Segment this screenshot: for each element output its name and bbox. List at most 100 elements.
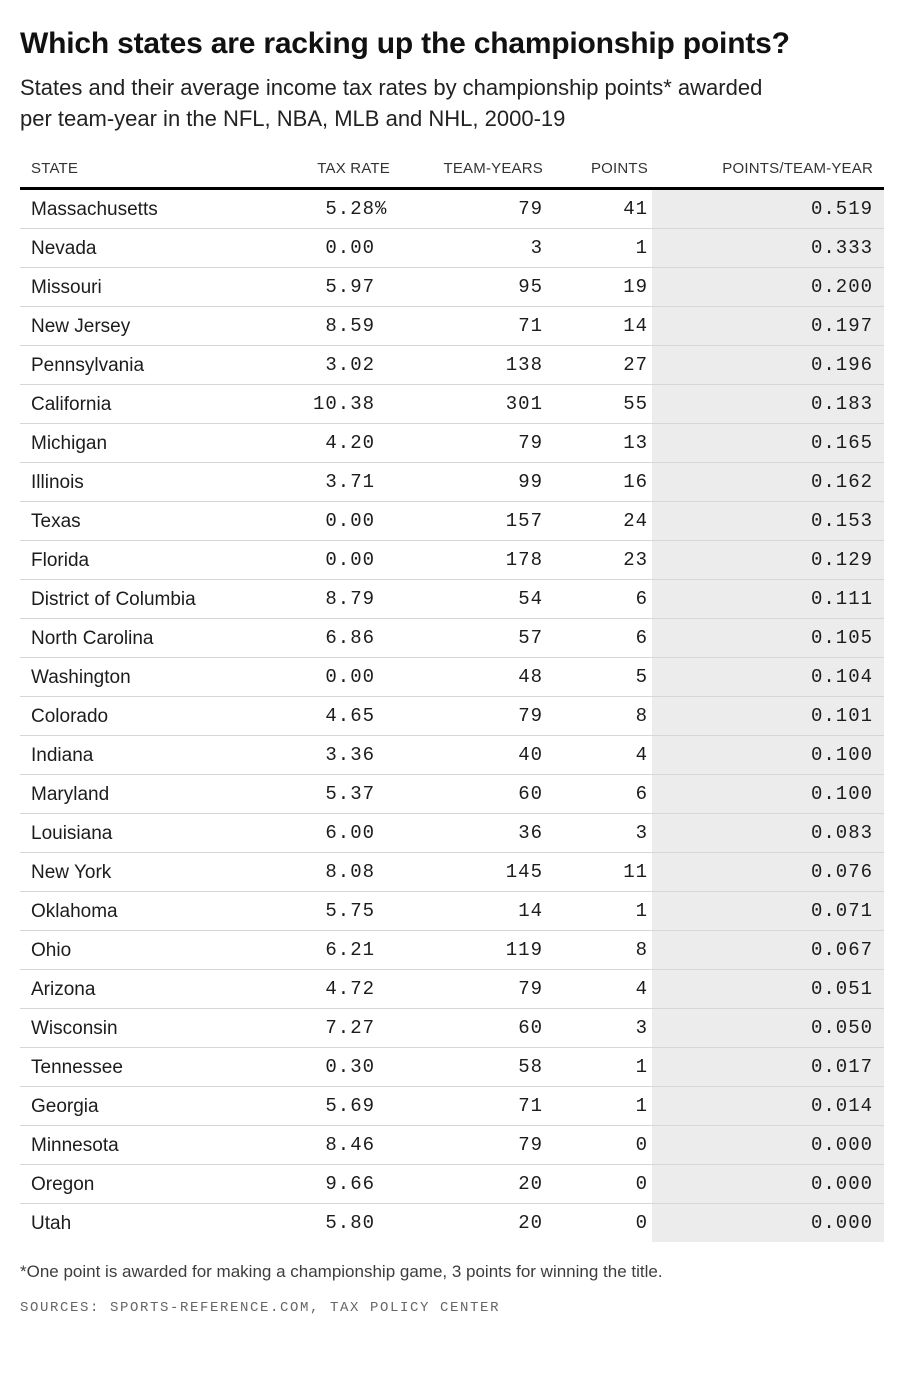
tax-rate-cell: 6.00 — [290, 813, 390, 853]
team-years-cell: 58 — [390, 1047, 543, 1087]
tax-rate-value: 5.69 — [325, 1095, 375, 1117]
team-years-cell: 71 — [390, 1086, 543, 1126]
state-cell: Ohio — [20, 930, 290, 970]
points-cell: 1 — [543, 891, 652, 931]
team-years-cell: 138 — [390, 345, 543, 385]
tax-rate-cell: 0.00 — [290, 228, 390, 268]
points-per-team-year-cell: 0.000 — [652, 1164, 884, 1204]
tax-rate-value: 0.00 — [325, 549, 375, 571]
points-per-team-year-cell: 0.333 — [652, 228, 884, 268]
tax-rate-value: 3.36 — [325, 744, 375, 766]
points-cell: 11 — [543, 852, 652, 892]
team-years-cell: 54 — [390, 579, 543, 619]
table-row: Missouri 5.97 95 19 0.200 — [20, 267, 884, 307]
tax-rate-value: 0.00 — [325, 237, 375, 259]
state-cell: District of Columbia — [20, 579, 290, 619]
state-cell: Maryland — [20, 774, 290, 814]
tax-rate-value: 9.66 — [325, 1173, 375, 1195]
state-cell: Florida — [20, 540, 290, 580]
points-cell: 6 — [543, 579, 652, 619]
state-cell: Indiana — [20, 735, 290, 775]
table-row: Massachusetts 5.28% 79 41 0.519 — [20, 188, 884, 229]
state-cell: Massachusetts — [31, 199, 158, 220]
points-cell: 1 — [543, 228, 652, 268]
team-years-cell: 20 — [390, 1203, 543, 1242]
tax-rate-value: 5.37 — [325, 783, 375, 805]
points-cell: 8 — [543, 930, 652, 970]
points-cell: 4 — [543, 969, 652, 1009]
page-title: Which states are racking up the champion… — [20, 27, 790, 60]
points-per-team-year-cell: 0.111 — [652, 579, 884, 619]
table-row: Ohio 6.21 119 8 0.067 — [20, 930, 884, 970]
table-body: Massachusetts 5.28% 79 41 0.519 Nevada 0… — [20, 188, 884, 1242]
table-row: Illinois 3.71 99 16 0.162 — [20, 462, 884, 502]
state-cell: Michigan — [20, 423, 290, 463]
tax-rate-value: 6.21 — [325, 939, 375, 961]
table-graphic: Which states are racking up the champion… — [0, 22, 916, 1316]
points-cell: 6 — [543, 618, 652, 658]
tax-rate-cell: 0.00 — [290, 501, 390, 541]
tax-rate-value: 0.30 — [325, 1056, 375, 1078]
col-header-team-years: TEAM-YEARS — [390, 160, 543, 190]
tax-rate-cell: 6.21 — [290, 930, 390, 970]
tax-rate-cell: 3.71 — [290, 462, 390, 502]
tax-rate-cell: 0.30 — [290, 1047, 390, 1087]
state-cell: Georgia — [20, 1086, 290, 1126]
tax-rate-cell: 3.36 — [290, 735, 390, 775]
tax-rate-value: 8.46 — [325, 1134, 375, 1156]
percent-unit: % — [375, 198, 387, 220]
tax-rate-cell: 3.02 — [290, 345, 390, 385]
points-per-team-year-cell: 0.067 — [652, 930, 884, 970]
points-cell: 23 — [543, 540, 652, 580]
table-row: Maryland 5.37 60 6 0.100 — [20, 774, 884, 814]
table-row: Oregon 9.66 20 0 0.000 — [20, 1164, 884, 1204]
state-cell: Arizona — [20, 969, 290, 1009]
tax-rate-value: 6.86 — [325, 627, 375, 649]
team-years-cell: 36 — [390, 813, 543, 853]
points-cell: 41 — [623, 198, 648, 220]
col-header-tax-rate: TAX RATE — [290, 160, 390, 190]
team-years-cell: 40 — [390, 735, 543, 775]
team-years-cell: 95 — [390, 267, 543, 307]
tax-rate-cell: 5.80 — [290, 1203, 390, 1242]
points-per-team-year-cell: 0.076 — [652, 852, 884, 892]
points-per-team-year-cell: 0.105 — [652, 618, 884, 658]
table-row: Utah 5.80 20 0 0.000 — [20, 1203, 884, 1242]
table-row: New Jersey 8.59 71 14 0.197 — [20, 306, 884, 346]
tax-rate-cell: 4.72 — [290, 969, 390, 1009]
table-row: Florida 0.00 178 23 0.129 — [20, 540, 884, 580]
tax-rate-value: 3.71 — [325, 471, 375, 493]
points-per-team-year-cell: 0.196 — [652, 345, 884, 385]
table-row: Wisconsin 7.27 60 3 0.050 — [20, 1008, 884, 1048]
points-cell: 0 — [543, 1164, 652, 1204]
tax-rate-cell: 5.37 — [290, 774, 390, 814]
tax-rate-value: 3.02 — [325, 354, 375, 376]
table-row: Washington 0.00 48 5 0.104 — [20, 657, 884, 697]
tax-rate-cell: 8.59 — [290, 306, 390, 346]
state-cell: Minnesota — [20, 1125, 290, 1165]
points-cell: 4 — [543, 735, 652, 775]
points-cell: 3 — [543, 813, 652, 853]
tax-rate-value: 5.80 — [325, 1212, 375, 1234]
tax-rate-value: 5.75 — [325, 900, 375, 922]
state-cell: Nevada — [20, 228, 290, 268]
team-years-cell: 71 — [390, 306, 543, 346]
points-per-team-year-cell: 0.162 — [652, 462, 884, 502]
tax-rate-cell: 8.08 — [290, 852, 390, 892]
tax-rate-cell: 5.69 — [290, 1086, 390, 1126]
tax-rate-cell: 10.38 — [290, 384, 390, 424]
state-cell: Washington — [20, 657, 290, 697]
points-cell: 0 — [543, 1203, 652, 1242]
tax-rate-cell: 8.46 — [290, 1125, 390, 1165]
state-cell: California — [20, 384, 290, 424]
team-years-cell: 145 — [390, 852, 543, 892]
table-row: District of Columbia 8.79 54 6 0.111 — [20, 579, 884, 619]
team-years-cell: 119 — [390, 930, 543, 970]
footnote: *One point is awarded for making a champ… — [20, 1262, 663, 1281]
state-cell: Wisconsin — [20, 1008, 290, 1048]
table-row: Arizona 4.72 79 4 0.051 — [20, 969, 884, 1009]
points-per-team-year-cell: 0.017 — [652, 1047, 884, 1087]
state-cell: Louisiana — [20, 813, 290, 853]
points-per-team-year-cell: 0.183 — [652, 384, 884, 424]
tax-rate-value: 8.79 — [325, 588, 375, 610]
